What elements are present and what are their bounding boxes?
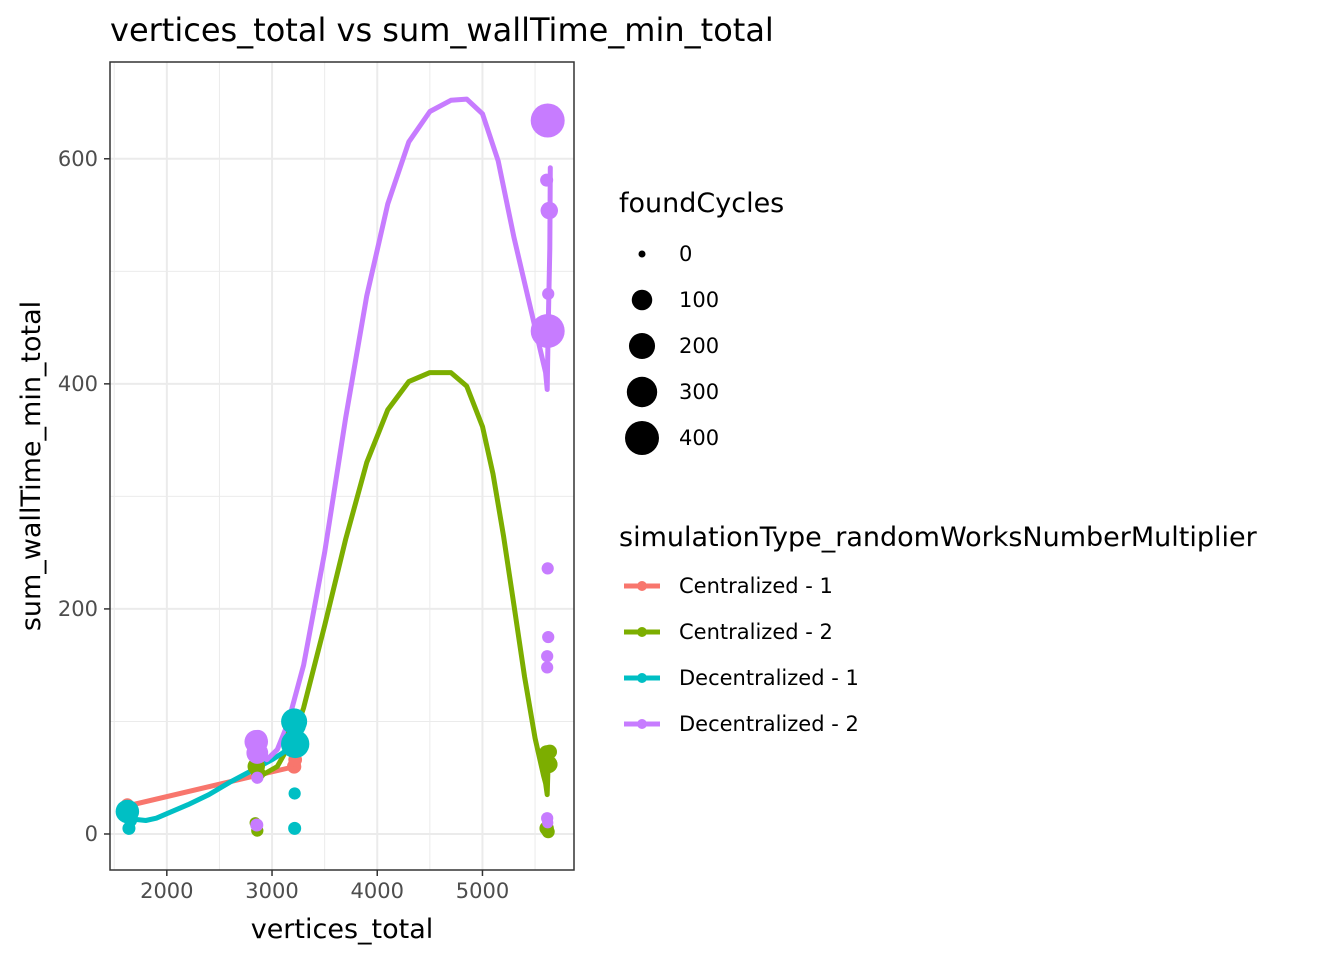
trend-line bbox=[125, 734, 299, 823]
data-point bbox=[542, 287, 555, 300]
data-point bbox=[542, 630, 555, 644]
data-point bbox=[250, 818, 264, 832]
size-legend-label: 200 bbox=[679, 334, 719, 358]
y-tick-label: 600 bbox=[58, 147, 98, 171]
size-legend-label: 400 bbox=[679, 426, 719, 450]
data-point bbox=[540, 201, 559, 220]
data-point bbox=[542, 817, 554, 829]
color-legend-label: Centralized - 1 bbox=[679, 574, 833, 598]
data-point bbox=[530, 313, 565, 348]
size-legend-title: foundCycles bbox=[619, 188, 784, 219]
y-tick-label: 200 bbox=[58, 597, 98, 621]
trend-line bbox=[253, 96, 553, 763]
plot-panel bbox=[110, 62, 574, 870]
data-point bbox=[540, 173, 554, 187]
color-legend-key-point bbox=[637, 581, 647, 591]
data-point bbox=[248, 729, 268, 749]
size-legend-label: 100 bbox=[679, 288, 719, 312]
data-point bbox=[286, 716, 306, 736]
size-legend: foundCycles 0 100 200 300 400 bbox=[619, 188, 784, 455]
data-point bbox=[541, 661, 554, 674]
y-tick-label: 400 bbox=[58, 372, 98, 396]
y-tick-label: 0 bbox=[85, 822, 98, 846]
color-legend-key-point bbox=[637, 719, 647, 729]
data-point bbox=[530, 103, 565, 138]
chart-title: vertices_total vs sum_wallTime_min_total bbox=[110, 11, 774, 49]
x-tick-label: 2000 bbox=[140, 879, 193, 903]
data-point bbox=[288, 821, 302, 835]
color-legend-key-point bbox=[637, 673, 647, 683]
size-legend-key bbox=[628, 332, 656, 360]
color-legend-items: Centralized - 1 Centralized - 2 Decentrali… bbox=[624, 574, 859, 736]
y-axis-label: sum_wallTime_min_total bbox=[16, 301, 47, 631]
x-tick-label: 4000 bbox=[351, 879, 404, 903]
size-legend-key bbox=[631, 289, 653, 311]
data-point bbox=[251, 771, 264, 784]
data-points bbox=[115, 103, 565, 839]
size-legend-items: 0 100 200 300 400 bbox=[625, 242, 719, 455]
size-legend-key bbox=[626, 376, 658, 408]
data-point bbox=[288, 787, 301, 800]
x-tick-label: 5000 bbox=[456, 879, 509, 903]
color-legend-label: Decentralized - 2 bbox=[679, 712, 859, 736]
color-legend: simulationType_randomWorksNumberMultipli… bbox=[619, 522, 1258, 736]
data-point bbox=[541, 650, 554, 663]
x-axis-label: vertices_total bbox=[251, 914, 434, 945]
color-legend-label: Decentralized - 1 bbox=[679, 666, 859, 690]
color-legend-title: simulationType_randomWorksNumberMultipli… bbox=[619, 522, 1258, 553]
x-tick-label: 3000 bbox=[245, 879, 298, 903]
data-point bbox=[542, 756, 558, 772]
data-point bbox=[123, 813, 138, 828]
size-legend-key bbox=[638, 250, 646, 258]
size-legend-key bbox=[625, 421, 659, 455]
data-point bbox=[281, 729, 310, 759]
data-point bbox=[541, 562, 554, 575]
data-point bbox=[541, 825, 555, 839]
axis-ticks: 2000 3000 4000 5000 0 200 400 600 bbox=[58, 147, 509, 903]
plot-border bbox=[109, 61, 575, 871]
color-legend-label: Centralized - 2 bbox=[679, 620, 833, 644]
size-legend-label: 300 bbox=[679, 380, 719, 404]
color-legend-key-point bbox=[637, 627, 647, 637]
size-legend-label: 0 bbox=[679, 242, 692, 266]
